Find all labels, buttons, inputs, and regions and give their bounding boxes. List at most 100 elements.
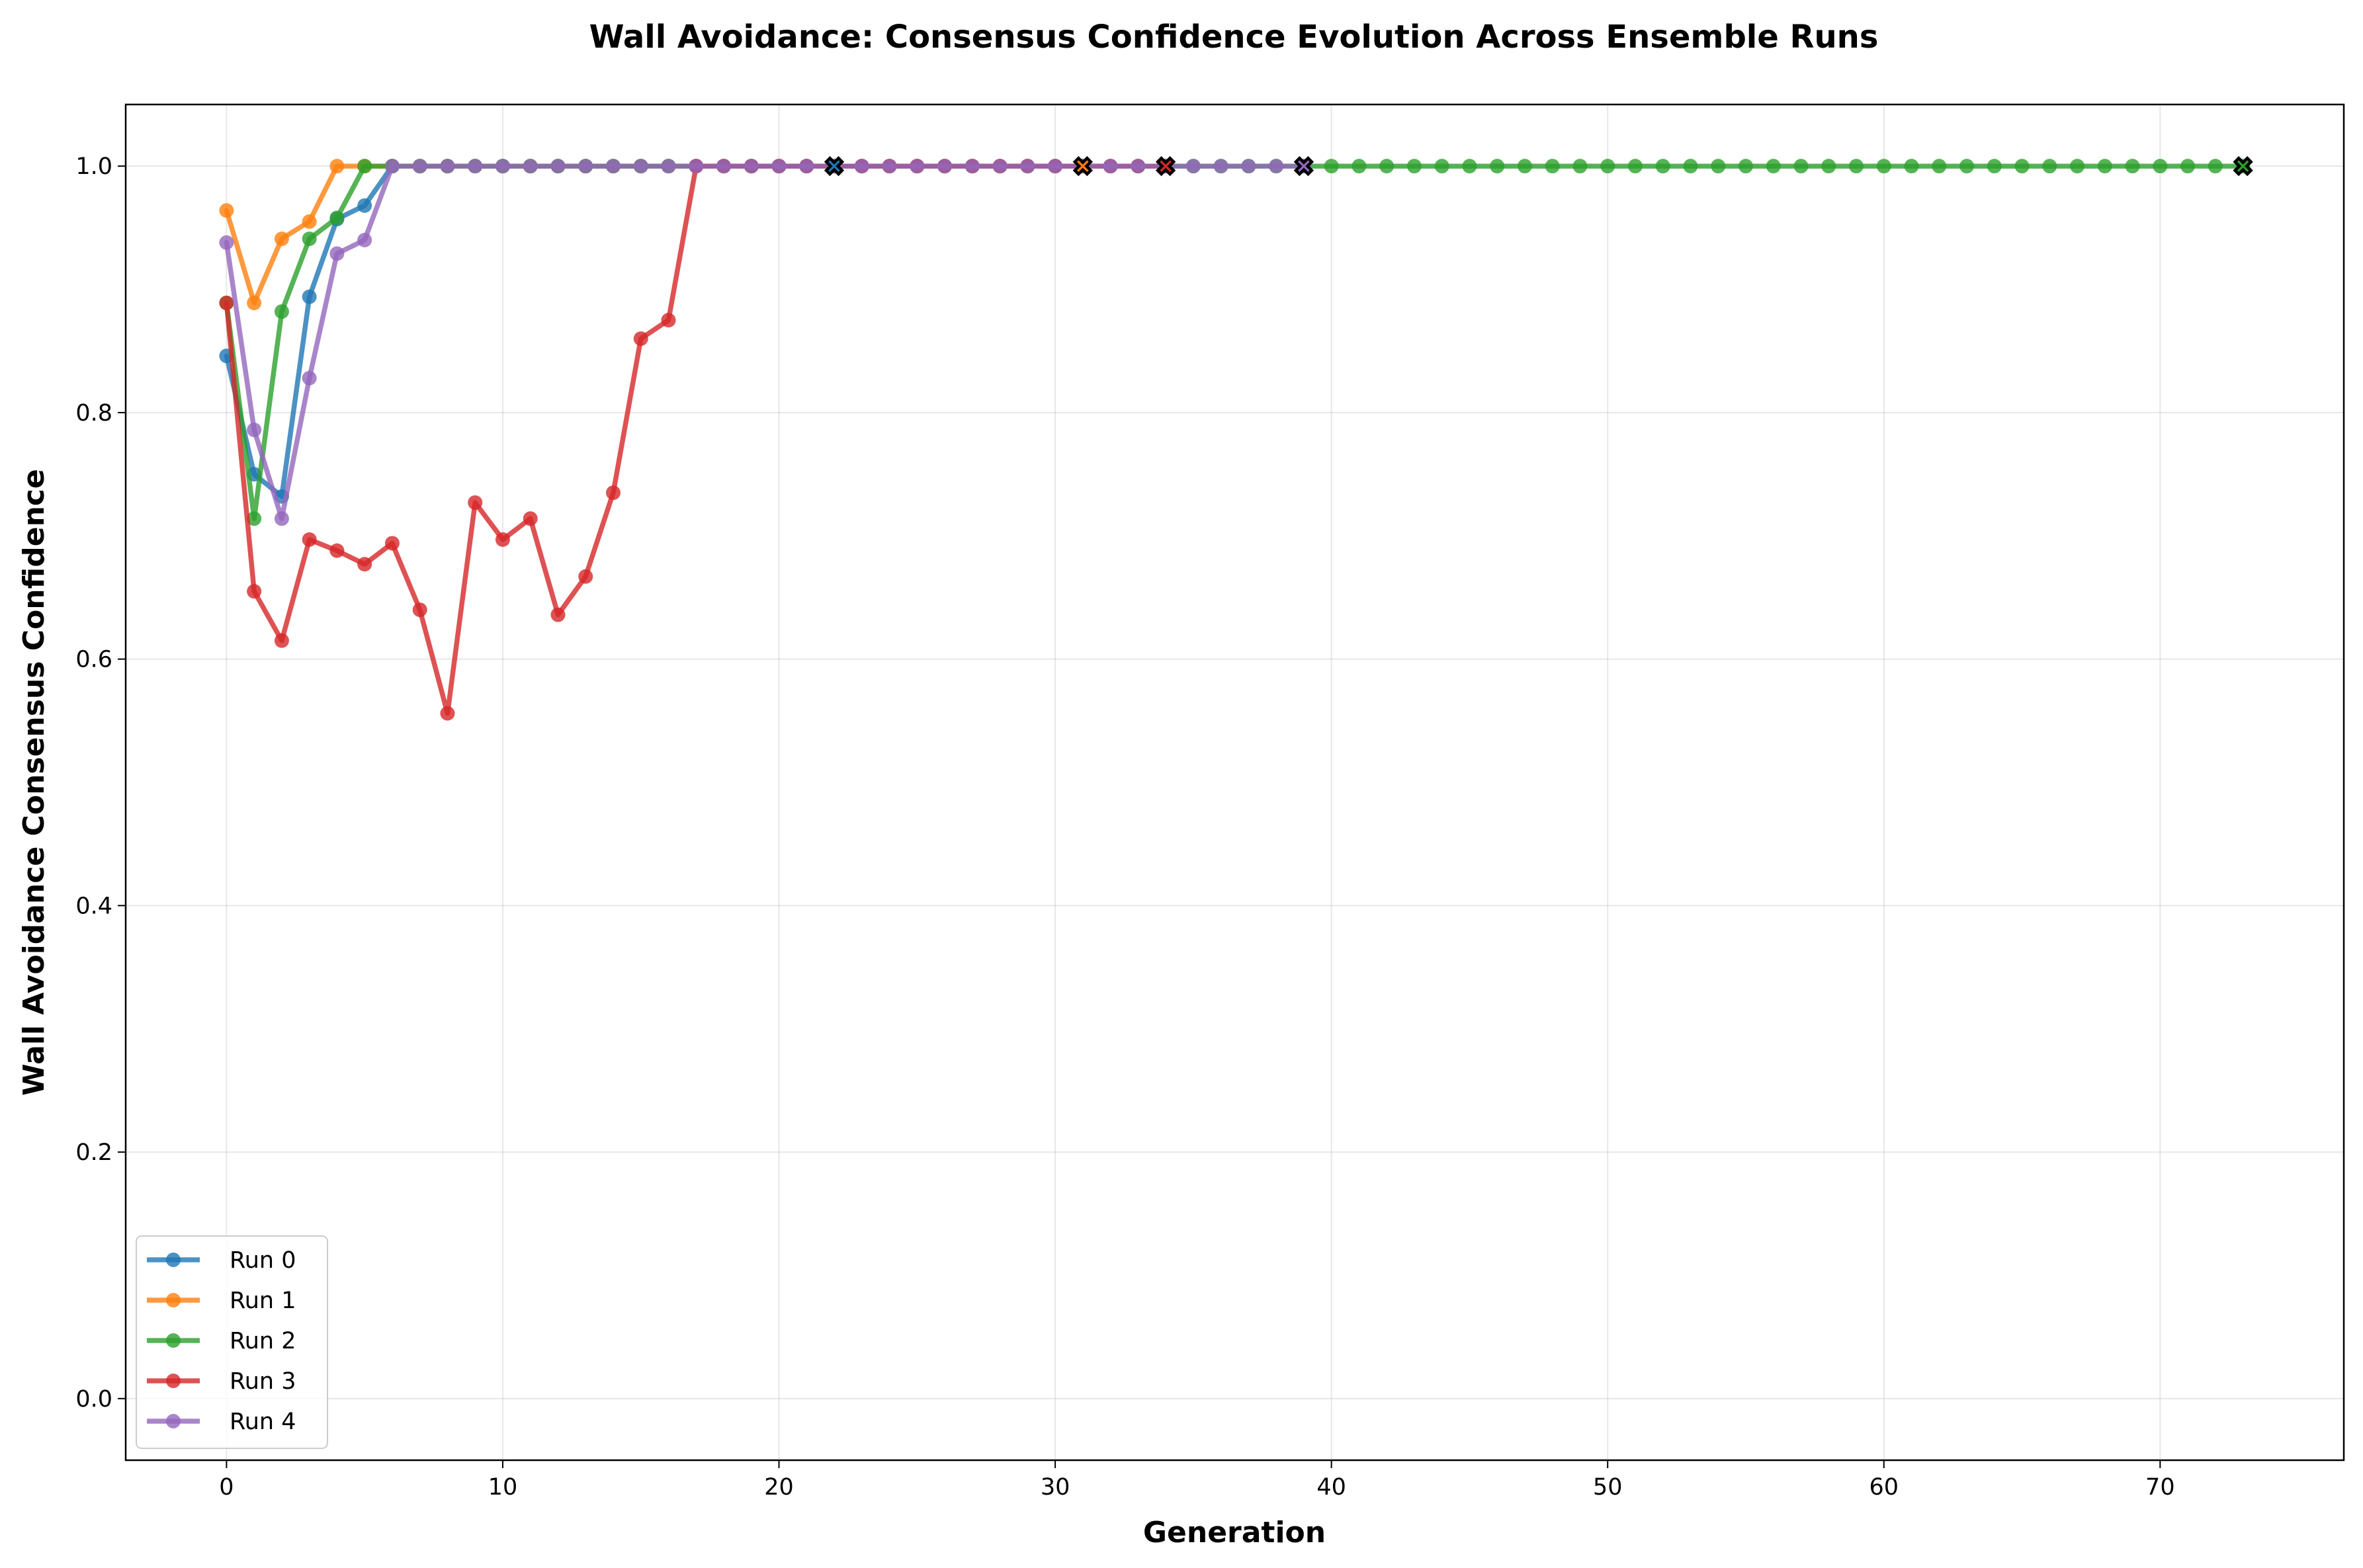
data-point xyxy=(1793,159,1809,174)
data-point xyxy=(274,511,289,526)
data-point xyxy=(633,159,648,174)
legend-marker xyxy=(166,1333,181,1348)
data-point xyxy=(274,304,289,319)
data-point xyxy=(2153,159,2168,174)
data-point xyxy=(357,233,372,247)
x-tick-label: 10 xyxy=(488,1474,518,1501)
y-tick-label: 0.4 xyxy=(75,893,112,919)
data-point xyxy=(1131,159,1146,174)
x-tick-label: 0 xyxy=(219,1474,234,1501)
data-point xyxy=(1352,159,1367,174)
data-point xyxy=(578,569,593,584)
data-point xyxy=(329,210,345,226)
y-axis-label: Wall Avoidance Consensus Confidence xyxy=(17,469,51,1096)
data-point xyxy=(468,159,483,174)
legend-item: Run 2 xyxy=(147,1328,296,1354)
data-point xyxy=(1711,159,1726,174)
data-point xyxy=(1904,159,1919,174)
data-point xyxy=(937,159,953,174)
data-point xyxy=(523,159,538,174)
data-point xyxy=(1655,159,1670,174)
data-point xyxy=(1738,159,1753,174)
data-point xyxy=(1600,159,1615,174)
data-point xyxy=(495,159,510,174)
data-point xyxy=(329,159,345,174)
data-point xyxy=(247,296,262,311)
legend-item: Run 0 xyxy=(147,1247,296,1274)
data-point xyxy=(1379,159,1395,174)
data-point xyxy=(992,159,1008,174)
legend-item: Run 1 xyxy=(147,1288,296,1314)
plot-frame xyxy=(124,103,2345,1462)
y-tick-label: 0.8 xyxy=(75,400,112,427)
data-point xyxy=(965,159,980,174)
data-point xyxy=(247,511,262,526)
data-point xyxy=(578,159,593,174)
data-point xyxy=(1241,159,1256,174)
y-tick-label: 0.2 xyxy=(75,1139,112,1166)
data-point xyxy=(440,159,455,174)
data-point xyxy=(1849,159,1864,174)
data-point xyxy=(550,607,566,622)
data-point xyxy=(523,511,538,526)
data-point xyxy=(2070,159,2085,174)
legend-label: Run 3 xyxy=(230,1368,296,1395)
data-point xyxy=(247,584,262,599)
data-point xyxy=(247,423,262,437)
data-point xyxy=(302,289,317,304)
data-point xyxy=(661,159,676,174)
y-axis-ticks: 0.0 0.2 0.4 0.6 0.8 1.0 xyxy=(75,153,126,1413)
series-lines xyxy=(219,159,2251,721)
data-point xyxy=(1185,159,1201,174)
data-point xyxy=(302,532,317,547)
data-point xyxy=(1876,159,1891,174)
data-point xyxy=(605,485,621,501)
data-point xyxy=(550,159,566,174)
data-point xyxy=(1959,159,1975,174)
data-point xyxy=(302,214,317,229)
legend-frame xyxy=(136,1235,328,1449)
data-point xyxy=(329,543,345,558)
x-tick-label: 50 xyxy=(1593,1474,1623,1501)
data-point xyxy=(219,235,234,250)
data-point xyxy=(440,706,455,721)
data-point xyxy=(1627,159,1643,174)
data-point xyxy=(1462,159,1477,174)
data-point xyxy=(661,313,676,328)
data-point xyxy=(468,495,483,510)
data-point xyxy=(412,159,427,174)
x-axis-label: Generation xyxy=(1143,1516,1326,1549)
legend-label: Run 2 xyxy=(230,1328,296,1354)
data-point xyxy=(384,159,400,174)
legend-marker xyxy=(166,1253,181,1267)
data-point xyxy=(1020,159,1035,174)
data-point xyxy=(799,159,814,174)
x-tick-label: 20 xyxy=(764,1474,794,1501)
legend: Run 0 Run 1 Run 2 Run 3 Run 4 xyxy=(136,1235,328,1449)
data-point xyxy=(1683,159,1698,174)
x-tick-label: 60 xyxy=(1869,1474,1899,1501)
legend-marker xyxy=(166,1414,181,1428)
series-run-4 xyxy=(219,159,1311,526)
data-point xyxy=(302,231,317,247)
data-point xyxy=(2042,159,2057,174)
data-point xyxy=(357,557,372,572)
data-point xyxy=(274,633,289,648)
legend-item: Run 4 xyxy=(147,1409,296,1435)
legend-marker xyxy=(166,1293,181,1307)
end-marker xyxy=(2233,156,2253,177)
data-point xyxy=(771,159,787,174)
data-point xyxy=(882,159,897,174)
data-point xyxy=(1545,159,1560,174)
data-point xyxy=(1987,159,2002,174)
data-point xyxy=(1406,159,1422,174)
y-tick-label: 1.0 xyxy=(75,153,112,180)
end-marker xyxy=(1072,156,1093,177)
data-point xyxy=(329,246,345,261)
data-point xyxy=(1213,159,1228,174)
data-point xyxy=(274,231,289,247)
data-point xyxy=(1766,159,1781,174)
x-axis-ticks: 0 10 20 30 40 50 60 70 xyxy=(219,1460,2175,1501)
